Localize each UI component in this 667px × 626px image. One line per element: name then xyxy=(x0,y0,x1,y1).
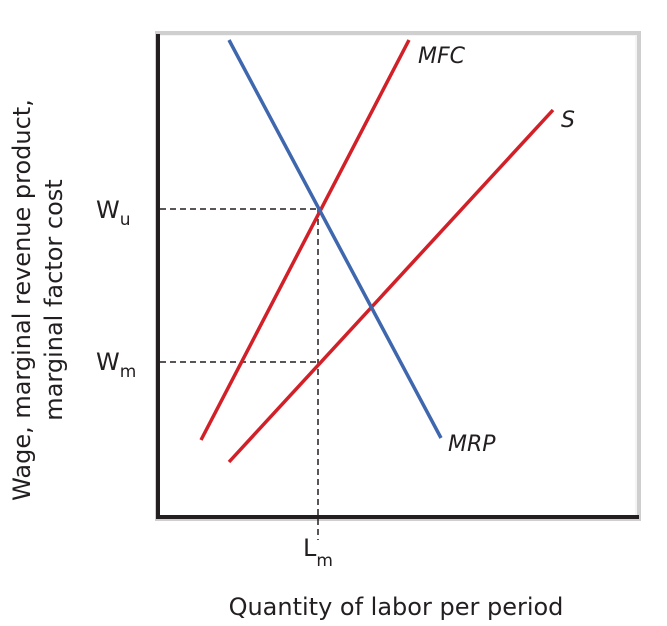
x-axis-label: Quantity of labor per period xyxy=(229,593,564,621)
curve-label: S xyxy=(561,108,575,133)
marker-subscript: u xyxy=(120,210,131,230)
mrp-curve xyxy=(227,39,443,439)
marker-label: Lm xyxy=(303,534,333,571)
curve-label: MFC xyxy=(418,44,466,69)
y-axis-label: marginal factor cost xyxy=(40,179,68,420)
marker-symbol: W xyxy=(96,348,120,376)
y-axis-label: Wage, marginal revenue product, xyxy=(8,99,36,501)
mfc-curve xyxy=(199,39,411,441)
marker-subscript: m xyxy=(316,551,333,571)
marker-label: Wm xyxy=(96,348,136,382)
plot-inner xyxy=(159,36,635,516)
marker-subscript: m xyxy=(120,362,137,382)
supply-curve xyxy=(227,108,555,464)
marker-symbol: W xyxy=(96,196,120,224)
marker-symbol: L xyxy=(303,534,317,562)
curve-label: MRP xyxy=(448,432,496,457)
marker-label: Wu xyxy=(96,196,131,230)
